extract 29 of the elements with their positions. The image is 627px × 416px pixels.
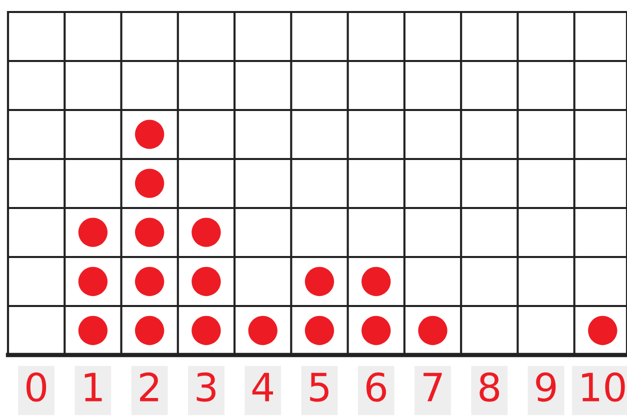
point — [588, 316, 618, 346]
point — [192, 218, 221, 247]
x-tick-label: 4 — [252, 372, 274, 402]
point — [78, 266, 108, 296]
point — [78, 316, 108, 346]
point — [135, 120, 164, 149]
x-tick-label: 5 — [310, 372, 328, 402]
point — [135, 168, 164, 198]
point — [362, 266, 391, 296]
x-tick-label: 2 — [140, 372, 158, 402]
x-tick-label: 1 — [84, 372, 102, 402]
x-tick-label: 10 — [582, 372, 625, 402]
point — [135, 218, 164, 247]
x-tick-label: 3 — [196, 372, 216, 402]
x-tick-label: 6 — [366, 372, 386, 402]
x-tick-label: 0 — [26, 372, 46, 402]
point — [192, 266, 221, 296]
point — [304, 316, 334, 346]
point — [135, 316, 164, 346]
x-tick-label: 9 — [536, 372, 556, 402]
point — [192, 316, 221, 346]
point — [135, 266, 164, 296]
point — [248, 316, 278, 346]
x-tick-label: 8 — [480, 372, 500, 402]
x-tick-label: 7 — [424, 372, 442, 402]
point — [418, 316, 448, 346]
point — [304, 266, 334, 296]
point — [362, 316, 391, 346]
point — [78, 218, 108, 247]
